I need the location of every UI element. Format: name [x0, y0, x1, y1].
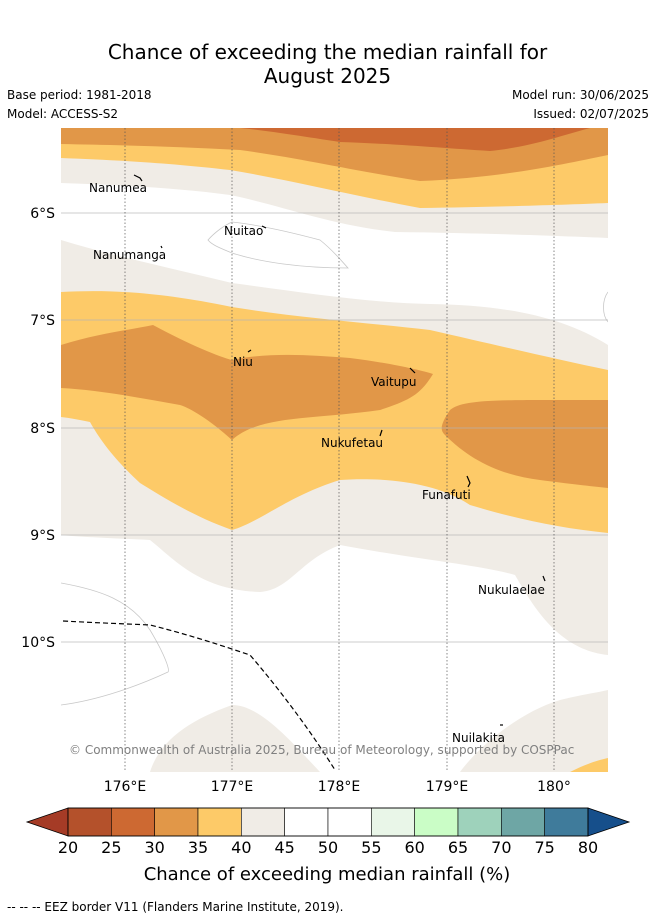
- colorbar-cell: [241, 807, 285, 837]
- colorbar-ticks: 20 25 30 35 40 45 50 55 60 65 70 75 80: [58, 838, 598, 857]
- colorbar-high-extend: [587, 807, 631, 837]
- colorbar-tick-label: 75: [534, 838, 554, 857]
- colorbar-cell: [457, 807, 502, 837]
- contour-25-30-top: [240, 128, 590, 151]
- colorbar-cell: [371, 807, 415, 837]
- latitude-gridlines: [61, 212, 608, 643]
- colorbar-tick-label: 50: [318, 838, 338, 857]
- colorbar-cell: [501, 807, 545, 837]
- colorbar-cell: [111, 807, 155, 837]
- colorbar-cell: [327, 807, 372, 837]
- lon-label: 176°E: [104, 779, 147, 795]
- island-nanumanga-shape: [160, 245, 163, 249]
- colorbar-tick-label: 25: [101, 838, 121, 857]
- place-nanumanga: Nanumanga: [93, 248, 166, 262]
- colorbar-tick-label: 55: [361, 838, 381, 857]
- colorbar-cell: [67, 807, 112, 837]
- lat-label: 9°S: [30, 528, 55, 544]
- island-nuitao-shape: [261, 225, 267, 229]
- copyright-notice: © Commonwealth of Australia 2025, Bureau…: [69, 743, 574, 757]
- island-vaitupu-shape: [409, 367, 416, 374]
- place-nukufetau: Nukufetau: [321, 436, 383, 450]
- rainfall-map: Nanumea Nuitao Nanumanga Niu Vaitupu Nuk…: [21, 128, 631, 885]
- colorbar-cell: [197, 807, 242, 837]
- map-plot-area: Nanumea Nuitao Nanumanga Niu Vaitupu Nuk…: [61, 128, 608, 772]
- colorbar-tick-label: 65: [448, 838, 468, 857]
- lon-label: 178°E: [318, 779, 361, 795]
- colorbar-title: Chance of exceeding median rainfall (%): [144, 864, 511, 885]
- colorbar-tick-label: 40: [231, 838, 251, 857]
- colorbar-cells: [67, 807, 589, 837]
- colorbar-cell: [544, 807, 589, 837]
- contour-30-35-east: [441, 400, 608, 488]
- colorbar-tick-label: 35: [188, 838, 208, 857]
- lon-label: 177°E: [211, 779, 254, 795]
- colorbar-cell: [154, 807, 199, 837]
- island-nanumea-shape: [133, 174, 143, 182]
- map-title-line1: Chance of exceeding the median rainfall …: [107, 40, 548, 64]
- eez-border-line: [62, 620, 336, 771]
- island-outlines: [133, 174, 546, 726]
- colorbar-tick-label: 45: [274, 838, 294, 857]
- contour-thin-southwest: [61, 582, 169, 706]
- island-nukulaelae-shape: [542, 575, 546, 582]
- lat-label: 7°S: [30, 313, 55, 329]
- latitude-labels: 6°S 7°S 8°S 9°S 10°S: [21, 206, 55, 651]
- colorbar-tick-label: 60: [404, 838, 424, 857]
- contour-35-40-southeast: [570, 758, 608, 772]
- island-niu-shape: [247, 349, 252, 353]
- lat-label: 10°S: [21, 635, 55, 651]
- place-vaitupu: Vaitupu: [371, 375, 417, 389]
- contour-30-35-central: [61, 325, 433, 440]
- eez-legend: -- -- -- EEZ border V11 (Flanders Marine…: [7, 900, 344, 914]
- place-funafuti: Funafuti: [422, 488, 471, 502]
- lon-label: 180°: [537, 779, 571, 795]
- longitude-gridlines: [124, 128, 555, 772]
- model-name: Model: ACCESS-S2: [7, 107, 119, 121]
- lat-label: 8°S: [30, 421, 55, 437]
- map-title: Chance of exceeding the median rainfall …: [0, 40, 655, 88]
- contour-40-45-southeast: [460, 690, 608, 772]
- island-funafuti-shape: [466, 475, 471, 488]
- place-niu: Niu: [233, 355, 253, 369]
- colorbar: 20 25 30 35 40 45 50 55 60 65 70 75 80 Chance of exc…: [25, 807, 631, 885]
- place-nanumea: Nanumea: [89, 181, 147, 195]
- place-nukulaelae: Nukulaelae: [478, 583, 545, 597]
- issued-date: Issued: 02/07/2025: [533, 107, 649, 121]
- base-period: Base period: 1981-2018: [7, 88, 152, 102]
- colorbar-tick-label: 30: [144, 838, 164, 857]
- colorbar-low-extend: [25, 807, 69, 837]
- lat-label: 6°S: [30, 206, 55, 222]
- contour-40-45-south: [150, 705, 320, 772]
- contour-white-nuitao: [207, 221, 349, 269]
- longitude-labels: 176°E 177°E 178°E 179°E 180°: [104, 779, 571, 795]
- island-nukufetau-shape: [379, 429, 383, 437]
- colorbar-tick-label: 80: [578, 838, 598, 857]
- model-run: Model run: 30/06/2025: [511, 88, 649, 102]
- colorbar-tick-label: 20: [58, 838, 78, 857]
- place-nuilakita: Nuilakita: [452, 731, 505, 745]
- colorbar-cell: [284, 807, 329, 837]
- colorbar-cell: [414, 807, 459, 837]
- map-title-line2: August 2025: [263, 64, 392, 88]
- colorbar-tick-label: 70: [491, 838, 511, 857]
- lon-label: 179°E: [426, 779, 469, 795]
- place-nuitao: Nuitao: [224, 224, 263, 238]
